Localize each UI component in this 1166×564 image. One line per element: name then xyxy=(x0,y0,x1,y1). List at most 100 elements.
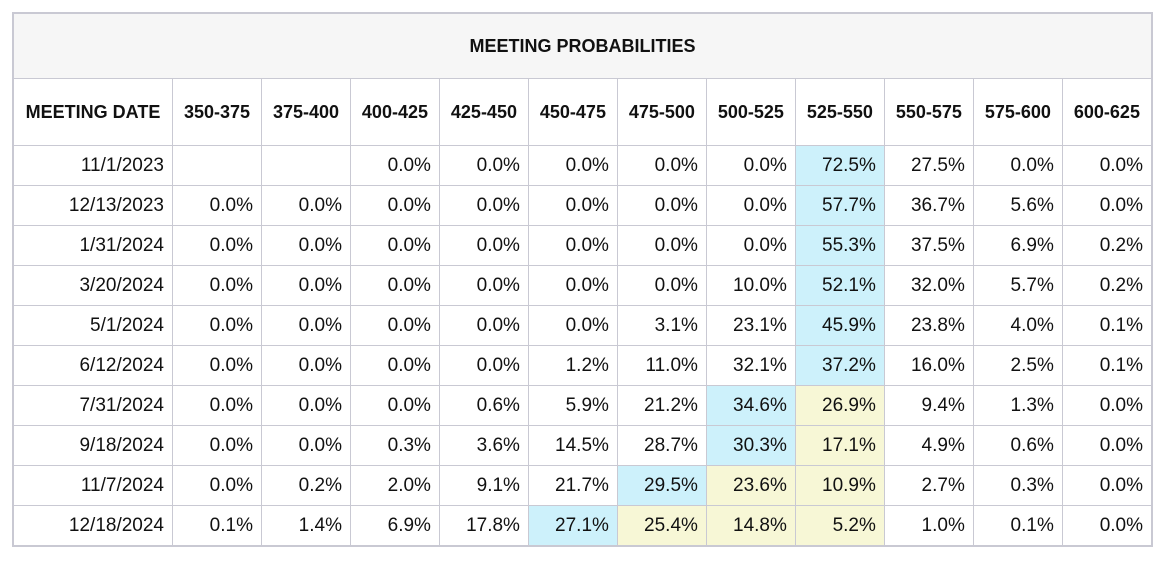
probability-cell: 6.9% xyxy=(349,505,440,547)
probability-cell: 37.2% xyxy=(794,345,885,386)
probability-cell: 0.0% xyxy=(438,145,529,186)
probability-cell: 2.0% xyxy=(349,465,440,506)
probability-cell: 3.1% xyxy=(616,305,707,346)
probability-cell: 0.0% xyxy=(1061,185,1153,226)
probability-cell: 0.0% xyxy=(172,225,262,266)
probability-cell: 0.0% xyxy=(438,185,529,226)
probability-cell: 28.7% xyxy=(616,425,707,466)
probability-cell xyxy=(260,145,351,186)
probability-cell: 0.0% xyxy=(172,425,262,466)
column-header: 450-475 xyxy=(527,78,618,146)
probability-cell: 3.6% xyxy=(438,425,529,466)
table-row: 7/31/2024 0.0% 0.0% 0.0% 0.6% 5.9% 21.2% 34.6% 2… xyxy=(12,385,1153,426)
probability-cell: 32.1% xyxy=(705,345,796,386)
meeting-date: 5/1/2024 xyxy=(12,305,173,346)
probability-cell: 0.2% xyxy=(1061,265,1153,306)
probability-cell: 52.1% xyxy=(794,265,885,306)
probability-cell: 0.0% xyxy=(1061,465,1153,506)
probability-cell: 29.5% xyxy=(616,465,707,506)
probability-cell: 0.0% xyxy=(705,145,796,186)
probability-cell: 0.0% xyxy=(705,225,796,266)
column-header: 550-575 xyxy=(883,78,974,146)
column-header: 525-550 xyxy=(794,78,885,146)
probability-cell: 0.0% xyxy=(172,465,262,506)
probability-cell: 27.1% xyxy=(527,505,618,547)
probability-cell: 0.0% xyxy=(349,385,440,426)
probability-cell: 0.0% xyxy=(172,185,262,226)
probability-cell: 0.0% xyxy=(438,305,529,346)
probability-cell: 0.0% xyxy=(527,265,618,306)
probability-cell: 1.3% xyxy=(972,385,1063,426)
table-row: 9/18/2024 0.0% 0.0% 0.3% 3.6% 14.5% 28.7% 30.3%… xyxy=(12,425,1153,466)
probability-cell: 5.2% xyxy=(794,505,885,547)
probability-cell: 0.0% xyxy=(260,345,351,386)
probability-cell: 0.0% xyxy=(1061,425,1153,466)
probability-cell: 0.0% xyxy=(260,225,351,266)
probability-cell: 0.0% xyxy=(527,145,618,186)
probability-cell: 27.5% xyxy=(883,145,974,186)
probability-cell: 2.7% xyxy=(883,465,974,506)
table-row: 3/20/2024 0.0% 0.0% 0.0% 0.0% 0.0% 0.0% 10.0% 52… xyxy=(12,265,1153,306)
table-row: 6/12/2024 0.0% 0.0% 0.0% 0.0% 1.2% 11.0% 32.1% 3… xyxy=(12,345,1153,386)
probability-cell: 9.1% xyxy=(438,465,529,506)
probability-cell: 1.0% xyxy=(883,505,974,547)
column-header: 425-450 xyxy=(438,78,529,146)
probability-cell: 36.7% xyxy=(883,185,974,226)
probability-cell: 17.8% xyxy=(438,505,529,547)
probability-cell: 4.0% xyxy=(972,305,1063,346)
probability-cell: 0.1% xyxy=(1061,345,1153,386)
header-row: MEETING DATE 350-375 375-400 400-425 425-450… xyxy=(12,78,1153,146)
probability-cell: 0.0% xyxy=(527,305,618,346)
table-row: 12/18/2024 0.1% 1.4% 6.9% 17.8% 27.1% 25.4% 14.… xyxy=(12,505,1153,547)
probability-cell: 0.0% xyxy=(260,185,351,226)
probability-cell: 10.0% xyxy=(705,265,796,306)
probability-cell: 0.0% xyxy=(349,305,440,346)
meeting-date: 6/12/2024 xyxy=(12,345,173,386)
table-body: 11/1/2023 0.0% 0.0% 0.0% 0.0% 0.0% 72.5% 27.5% 0… xyxy=(12,145,1153,547)
table-row: 11/7/2024 0.0% 0.2% 2.0% 9.1% 21.7% 29.5% 23.6%… xyxy=(12,465,1153,506)
probability-cell: 0.0% xyxy=(438,225,529,266)
probability-cell: 17.1% xyxy=(794,425,885,466)
meeting-date: 12/13/2023 xyxy=(12,185,173,226)
column-header: 400-425 xyxy=(349,78,440,146)
probability-cell: 0.0% xyxy=(438,345,529,386)
probability-cell: 0.0% xyxy=(172,345,262,386)
probability-cell: 0.0% xyxy=(972,145,1063,186)
probability-cell: 45.9% xyxy=(794,305,885,346)
column-header: 475-500 xyxy=(616,78,707,146)
probability-cell: 0.2% xyxy=(1061,225,1153,266)
probability-cell: 11.0% xyxy=(616,345,707,386)
probability-cell: 0.0% xyxy=(1061,505,1153,547)
probability-table: MEETING PROBABILITIES MEETING DATE 350-37… xyxy=(12,12,1153,547)
probability-cell: 0.6% xyxy=(438,385,529,426)
column-header: 600-625 xyxy=(1061,78,1153,146)
probability-cell: 5.7% xyxy=(972,265,1063,306)
probability-cell: 21.2% xyxy=(616,385,707,426)
probability-cell: 0.0% xyxy=(527,185,618,226)
table-row: 5/1/2024 0.0% 0.0% 0.0% 0.0% 0.0% 3.1% 23.1% 45.… xyxy=(12,305,1153,346)
probability-cell: 23.6% xyxy=(705,465,796,506)
probability-cell: 0.0% xyxy=(1061,145,1153,186)
probability-cell: 0.0% xyxy=(349,225,440,266)
probability-cell: 1.4% xyxy=(260,505,351,547)
column-header: 375-400 xyxy=(260,78,351,146)
column-header: 500-525 xyxy=(705,78,796,146)
probability-cell: 0.0% xyxy=(616,225,707,266)
probability-cell: 55.3% xyxy=(794,225,885,266)
table-row: 11/1/2023 0.0% 0.0% 0.0% 0.0% 0.0% 72.5% 27.5% 0… xyxy=(12,145,1153,186)
probability-cell: 0.0% xyxy=(616,145,707,186)
probability-cell: 25.4% xyxy=(616,505,707,547)
probability-cell: 0.1% xyxy=(1061,305,1153,346)
column-header: 350-375 xyxy=(172,78,262,146)
probability-cell: 0.0% xyxy=(172,385,262,426)
probability-cell: 0.1% xyxy=(172,505,262,547)
probability-cell: 10.9% xyxy=(794,465,885,506)
probability-cell: 21.7% xyxy=(527,465,618,506)
probability-cell: 0.1% xyxy=(972,505,1063,547)
probability-cell: 14.8% xyxy=(705,505,796,547)
probability-cell: 26.9% xyxy=(794,385,885,426)
meeting-date: 7/31/2024 xyxy=(12,385,173,426)
table-row: 12/13/2023 0.0% 0.0% 0.0% 0.0% 0.0% 0.0% 0.0% 57… xyxy=(12,185,1153,226)
column-header: 575-600 xyxy=(972,78,1063,146)
